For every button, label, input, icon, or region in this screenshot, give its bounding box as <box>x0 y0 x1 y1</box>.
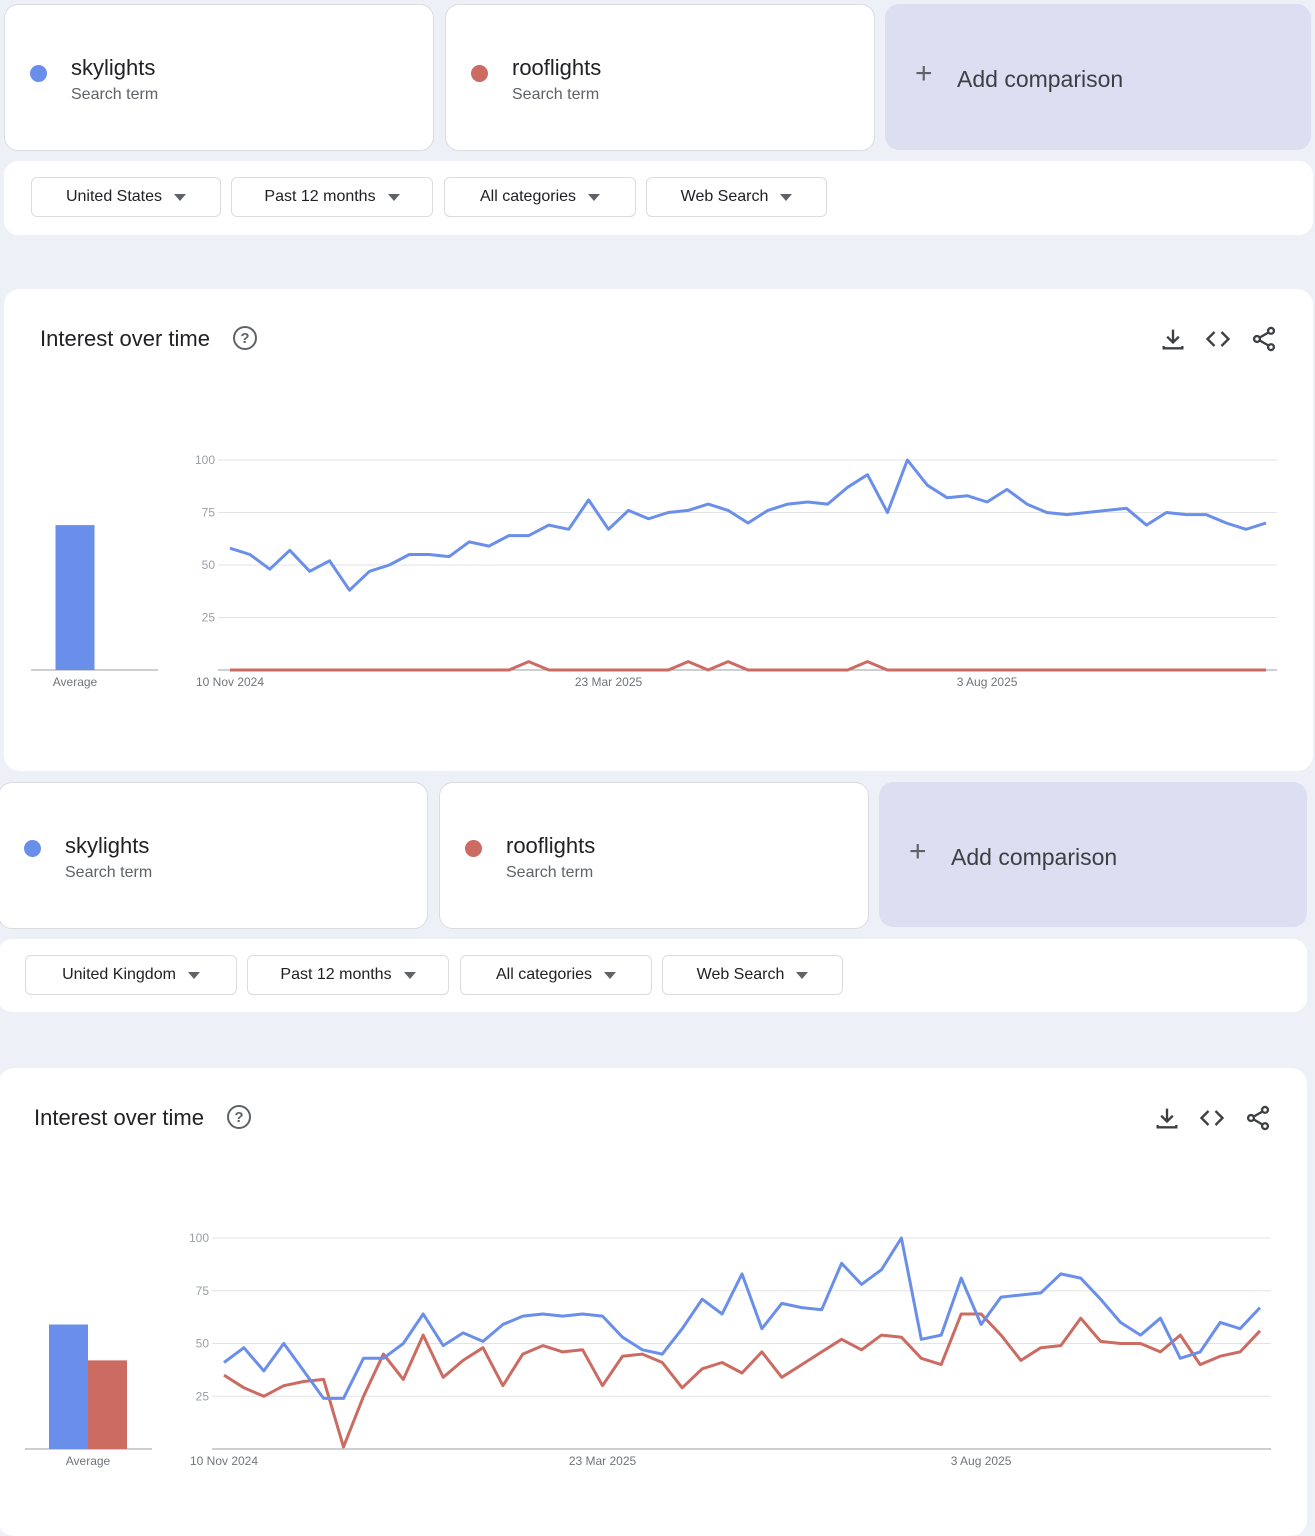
category-dropdown[interactable]: All categories <box>444 177 636 217</box>
search-type-label: Web Search <box>680 188 769 205</box>
interest-chart: 25 50 75 100 10 Nov 2024 23 Mar 2025 3 Aug 202… <box>25 1231 1271 1468</box>
average-label: Average <box>53 675 98 689</box>
interest-chart: 25 50 75 100 10 Nov 2024 23 Mar 2025 3 Aug 202… <box>31 453 1277 689</box>
y-tick-label: 50 <box>196 1337 210 1351</box>
dropdown-arrow-icon <box>187 971 200 979</box>
embed-code-icon[interactable] <box>1198 1104 1226 1132</box>
term-subtitle: Search term <box>71 86 159 103</box>
chart-title: Interest over time <box>34 1105 204 1130</box>
x-tick-label: 10 Nov 2024 <box>196 675 264 689</box>
term-name: skylights <box>65 833 150 858</box>
x-tick-label: 10 Nov 2024 <box>190 1454 258 1468</box>
help-icon[interactable]: ? <box>227 1105 251 1129</box>
time-range-dropdown[interactable]: Past 12 months <box>247 955 449 995</box>
x-tick-label: 3 Aug 2025 <box>957 675 1018 689</box>
term-subtitle: Search term <box>65 864 153 881</box>
y-tick-label: 50 <box>202 558 216 572</box>
region-dropdown[interactable]: United Kingdom <box>25 955 237 995</box>
y-tick-label: 25 <box>202 611 216 625</box>
average-bar-skylights <box>49 1324 88 1449</box>
skylights-color-dot <box>30 65 47 82</box>
download-icon[interactable] <box>1159 325 1187 353</box>
x-tick-label: 23 Mar 2025 <box>575 675 643 689</box>
rooflights-color-dot <box>471 65 488 82</box>
add-comparison-label: Add comparison <box>957 66 1124 92</box>
y-tick-label: 100 <box>195 453 215 467</box>
term-name: rooflights <box>512 55 602 80</box>
dropdown-arrow-icon <box>588 193 601 201</box>
dropdown-arrow-icon <box>604 971 617 979</box>
term-card-skylights[interactable]: skylights Search term <box>4 4 434 151</box>
term-card-rooflights[interactable]: rooflights Search term <box>439 782 869 929</box>
region-dropdown[interactable]: United States <box>31 177 221 217</box>
category-label: All categories <box>495 966 593 983</box>
average-bar-rooflights <box>88 1360 127 1449</box>
dropdown-arrow-icon <box>174 193 187 201</box>
term-card-rooflights[interactable]: rooflights Search term <box>445 4 875 151</box>
term-subtitle: Search term <box>506 864 594 881</box>
search-type-dropdown[interactable]: Web Search <box>662 955 843 995</box>
help-icon[interactable]: ? <box>233 326 257 350</box>
y-tick-label: 75 <box>196 1284 210 1298</box>
embed-code-icon[interactable] <box>1204 325 1232 353</box>
search-type-dropdown[interactable]: Web Search <box>646 177 827 217</box>
time-range-dropdown[interactable]: Past 12 months <box>231 177 433 217</box>
interest-over-time-card: Interest over time ? 25 50 75 100 10 Nov 202… <box>4 289 1313 771</box>
category-dropdown[interactable]: All categories <box>460 955 652 995</box>
region-label: United Kingdom <box>62 966 176 983</box>
add-comparison-button[interactable]: + Add comparison <box>879 782 1307 927</box>
category-label: All categories <box>479 188 577 205</box>
series-line-skylights <box>223 1236 1262 1400</box>
average-bar-skylights <box>55 525 95 670</box>
chart-title: Interest over time <box>40 326 210 351</box>
dropdown-arrow-icon <box>780 193 793 201</box>
add-comparison-label: Add comparison <box>951 844 1118 870</box>
plus-icon: + <box>915 57 933 90</box>
series-line-rooflights <box>230 660 1266 672</box>
plus-icon: + <box>909 835 927 868</box>
term-subtitle: Search term <box>512 86 600 103</box>
share-icon[interactable] <box>1244 1104 1272 1132</box>
share-icon[interactable] <box>1250 325 1278 353</box>
skylights-color-dot <box>24 840 41 857</box>
interest-over-time-card: Interest over time ? 25 50 75 100 10 Nov 202… <box>0 1068 1307 1536</box>
dropdown-arrow-icon <box>387 193 400 201</box>
y-tick-label: 100 <box>189 1231 209 1245</box>
search-type-label: Web Search <box>696 966 785 983</box>
term-name: rooflights <box>506 833 596 858</box>
region-label: United States <box>65 188 163 205</box>
series-line-skylights <box>229 458 1267 592</box>
average-label: Average <box>66 1454 111 1468</box>
dropdown-arrow-icon <box>403 971 416 979</box>
filter-bar: United States Past 12 months All categor… <box>4 161 1313 235</box>
x-tick-label: 23 Mar 2025 <box>569 1454 637 1468</box>
time-range-label: Past 12 months <box>280 966 392 983</box>
rooflights-color-dot <box>465 840 482 857</box>
y-tick-label: 25 <box>196 1389 210 1403</box>
y-tick-label: 75 <box>202 506 216 520</box>
series-line-rooflights <box>223 1312 1262 1449</box>
time-range-label: Past 12 months <box>264 188 376 205</box>
download-icon[interactable] <box>1153 1104 1181 1132</box>
dropdown-arrow-icon <box>796 971 809 979</box>
add-comparison-button[interactable]: + Add comparison <box>885 4 1311 150</box>
x-tick-label: 3 Aug 2025 <box>951 1454 1012 1468</box>
filter-bar: United Kingdom Past 12 months All catego… <box>0 939 1307 1012</box>
term-card-skylights[interactable]: skylights Search term <box>0 782 428 929</box>
term-name: skylights <box>71 55 156 80</box>
